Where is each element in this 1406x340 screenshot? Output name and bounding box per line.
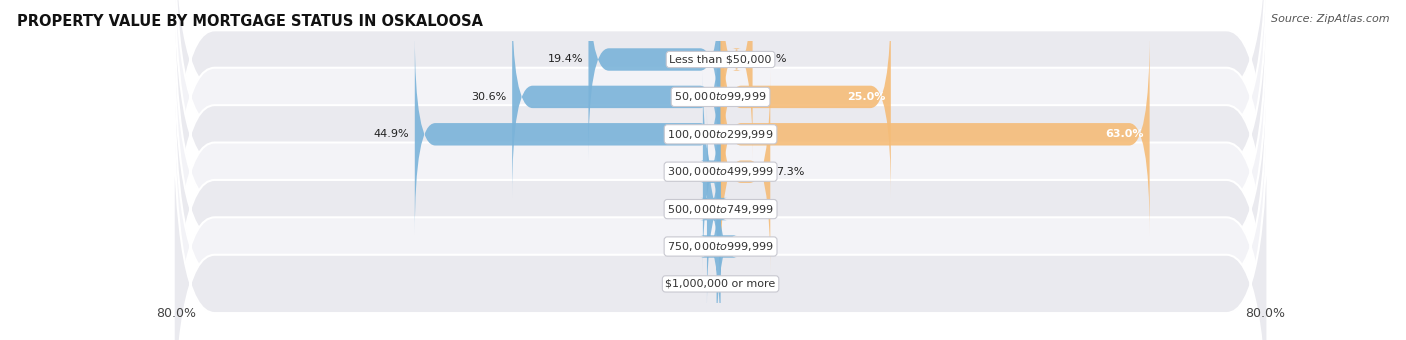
- FancyBboxPatch shape: [174, 0, 1267, 255]
- FancyBboxPatch shape: [589, 0, 721, 160]
- Text: $750,000 to $999,999: $750,000 to $999,999: [668, 240, 773, 253]
- FancyBboxPatch shape: [174, 89, 1267, 340]
- FancyBboxPatch shape: [700, 146, 737, 340]
- FancyBboxPatch shape: [512, 0, 721, 198]
- Text: 25.0%: 25.0%: [846, 92, 886, 102]
- FancyBboxPatch shape: [415, 33, 721, 235]
- FancyBboxPatch shape: [721, 0, 752, 160]
- FancyBboxPatch shape: [174, 14, 1267, 340]
- Text: 2.6%: 2.6%: [669, 167, 697, 177]
- Text: 0.59%: 0.59%: [676, 241, 711, 252]
- FancyBboxPatch shape: [174, 0, 1267, 329]
- Text: 63.0%: 63.0%: [1105, 129, 1144, 139]
- Text: 30.6%: 30.6%: [471, 92, 506, 102]
- Text: 4.7%: 4.7%: [758, 54, 786, 65]
- FancyBboxPatch shape: [700, 71, 723, 273]
- FancyBboxPatch shape: [700, 108, 727, 310]
- Text: 0.0%: 0.0%: [725, 279, 754, 289]
- FancyBboxPatch shape: [721, 71, 770, 273]
- Text: 2.0%: 2.0%: [673, 204, 702, 214]
- FancyBboxPatch shape: [721, 0, 891, 198]
- Text: 0.0%: 0.0%: [688, 279, 716, 289]
- Text: 0.0%: 0.0%: [725, 204, 754, 214]
- Text: 44.9%: 44.9%: [374, 129, 409, 139]
- Text: $1,000,000 or more: $1,000,000 or more: [665, 279, 776, 289]
- FancyBboxPatch shape: [174, 0, 1267, 340]
- FancyBboxPatch shape: [174, 51, 1267, 340]
- FancyBboxPatch shape: [721, 33, 1150, 235]
- Text: $100,000 to $299,999: $100,000 to $299,999: [668, 128, 773, 141]
- Text: PROPERTY VALUE BY MORTGAGE STATUS IN OSKALOOSA: PROPERTY VALUE BY MORTGAGE STATUS IN OSK…: [17, 14, 482, 29]
- Text: $50,000 to $99,999: $50,000 to $99,999: [675, 90, 766, 103]
- Text: Source: ZipAtlas.com: Source: ZipAtlas.com: [1271, 14, 1389, 23]
- Text: $500,000 to $749,999: $500,000 to $749,999: [668, 203, 773, 216]
- Text: Less than $50,000: Less than $50,000: [669, 54, 772, 65]
- Text: $300,000 to $499,999: $300,000 to $499,999: [668, 165, 773, 178]
- Text: 0.0%: 0.0%: [725, 241, 754, 252]
- Text: 19.4%: 19.4%: [547, 54, 583, 65]
- Text: 7.3%: 7.3%: [776, 167, 804, 177]
- FancyBboxPatch shape: [174, 0, 1267, 292]
